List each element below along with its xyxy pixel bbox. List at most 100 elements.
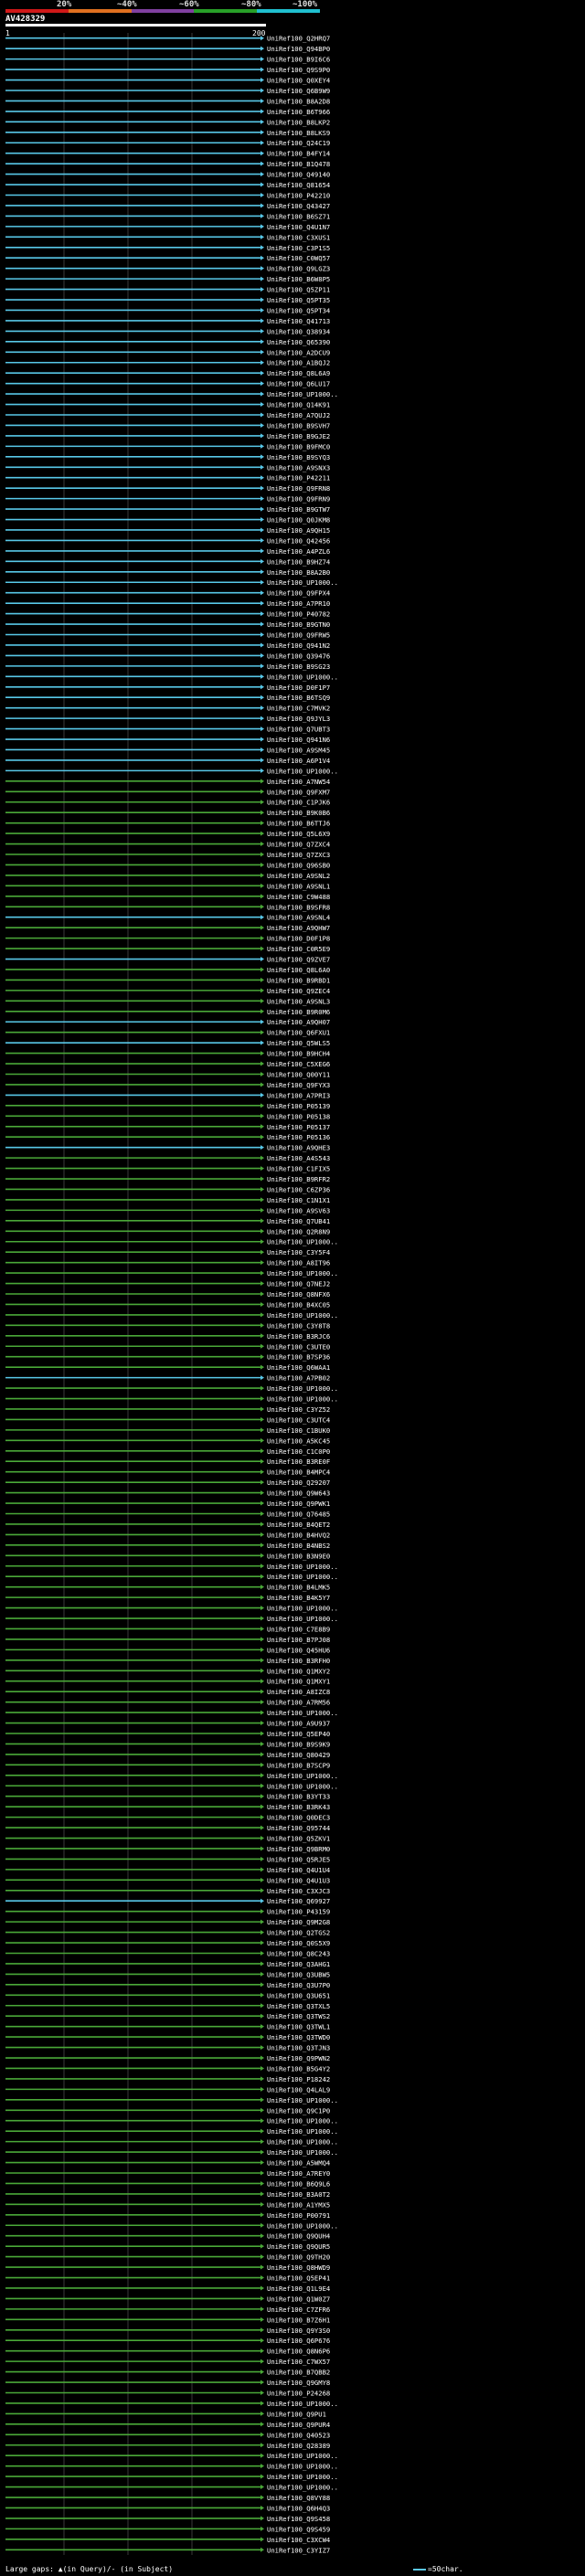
hit-row[interactable]: UniRef100_Q9PWN2 bbox=[5, 2054, 330, 2062]
hit-label[interactable]: UniRef100_Q2TGS2 bbox=[267, 1929, 330, 1937]
hit-row[interactable]: UniRef100_B9K0B6 bbox=[5, 809, 330, 817]
hit-row[interactable]: UniRef100_A2DCU9 bbox=[5, 348, 330, 356]
hit-row[interactable]: UniRef100_Q8L6A0 bbox=[5, 966, 330, 974]
hit-row[interactable]: UniRef100_P24268 bbox=[5, 2389, 330, 2397]
hit-row[interactable]: UniRef100_Q6FXU1 bbox=[5, 1029, 330, 1037]
hit-label[interactable]: UniRef100_A9SNX3 bbox=[267, 463, 330, 472]
hit-label[interactable]: UniRef100_C3P1S5 bbox=[267, 244, 330, 252]
hit-row[interactable]: UniRef100_B8A2B0 bbox=[5, 568, 330, 577]
hit-row[interactable]: UniRef100_C0R5E9 bbox=[5, 945, 330, 953]
hit-row[interactable]: UniRef100_Q8VY88 bbox=[5, 2494, 330, 2502]
hit-row[interactable]: UniRef100_Q14K91 bbox=[5, 401, 330, 409]
hit-label[interactable]: UniRef100_B9R0M6 bbox=[267, 1008, 330, 1016]
hit-row[interactable]: UniRef100_C7WX57 bbox=[5, 2358, 330, 2366]
hit-row[interactable]: UniRef100_Q8N6P6 bbox=[5, 2348, 330, 2356]
hit-row[interactable]: UniRef100_Q5ZP11 bbox=[5, 286, 330, 294]
hit-row[interactable]: UniRef100_B9SG23 bbox=[5, 663, 330, 671]
hit-label[interactable]: UniRef100_Q941N2 bbox=[267, 641, 330, 650]
hit-row[interactable]: UniRef100_P05139 bbox=[5, 1102, 330, 1110]
hit-label[interactable]: UniRef100_Q9FPX4 bbox=[267, 589, 330, 598]
hit-row[interactable]: UniRef100_C3XJC3 bbox=[5, 1887, 330, 1895]
hit-row[interactable]: UniRef100_P42210 bbox=[5, 192, 330, 200]
hit-label[interactable]: UniRef100_Q1L9E4 bbox=[267, 2284, 330, 2293]
hit-row[interactable]: UniRef100_UP1000.. bbox=[5, 1573, 338, 1581]
hit-row[interactable]: UniRef100_Q6B9W9 bbox=[5, 87, 330, 95]
hit-label[interactable]: UniRef100_Q4U1N7 bbox=[267, 223, 330, 231]
hit-row[interactable]: UniRef100_B3RE0F bbox=[5, 1458, 330, 1466]
hit-label[interactable]: UniRef100_B9GTN0 bbox=[267, 620, 330, 629]
hit-label[interactable]: UniRef100_Q9LGZ3 bbox=[267, 265, 330, 273]
hit-label[interactable]: UniRef100_A9SNL3 bbox=[267, 997, 330, 1005]
hit-label[interactable]: UniRef100_Q9FXM7 bbox=[267, 788, 330, 796]
hit-row[interactable]: UniRef100_UP1000.. bbox=[5, 2473, 338, 2481]
hit-label[interactable]: UniRef100_B4FY14 bbox=[267, 150, 330, 158]
hit-label[interactable]: UniRef100_B3RJC6 bbox=[267, 1332, 330, 1341]
hit-label[interactable]: UniRef100_B7SP36 bbox=[267, 1353, 330, 1362]
hit-row[interactable]: UniRef100_B8LKP2 bbox=[5, 118, 330, 126]
hit-label[interactable]: UniRef100_C7E8B9 bbox=[267, 1625, 330, 1633]
hit-row[interactable]: UniRef100_Q9BRM0 bbox=[5, 1845, 330, 1853]
hit-label[interactable]: UniRef100_C0R5E9 bbox=[267, 945, 330, 953]
hit-label[interactable]: UniRef100_Q0JKM8 bbox=[267, 516, 330, 525]
hit-row[interactable]: UniRef100_Q5PT34 bbox=[5, 306, 330, 314]
hit-label[interactable]: UniRef100_A5KC45 bbox=[267, 1436, 330, 1445]
hit-row[interactable]: UniRef100_B9SYQ3 bbox=[5, 453, 330, 461]
hit-label[interactable]: UniRef100_UP1000.. bbox=[267, 1605, 338, 1613]
hit-label[interactable]: UniRef100_UP1000.. bbox=[267, 1395, 338, 1404]
hit-label[interactable]: UniRef100_C1FIX5 bbox=[267, 1165, 330, 1173]
hit-label[interactable]: UniRef100_C9W488 bbox=[267, 893, 330, 901]
hit-row[interactable]: UniRef100_C1C0P0 bbox=[5, 1447, 330, 1456]
hit-row[interactable]: UniRef100_Q9FPX4 bbox=[5, 589, 330, 598]
hit-label[interactable]: UniRef100_B8A2D8 bbox=[267, 97, 330, 105]
hit-label[interactable]: UniRef100_B9HCH4 bbox=[267, 1050, 330, 1058]
hit-label[interactable]: UniRef100_Q5PT34 bbox=[267, 306, 330, 314]
hit-label[interactable]: UniRef100_C3YZ52 bbox=[267, 1405, 330, 1414]
hit-label[interactable]: UniRef100_Q7UBT3 bbox=[267, 726, 330, 734]
hit-row[interactable]: UniRef100_B4NBS2 bbox=[5, 1542, 330, 1550]
hit-label[interactable]: UniRef100_Q5L6X9 bbox=[267, 830, 330, 838]
hit-label[interactable]: UniRef100_A7RM56 bbox=[267, 1699, 330, 1707]
hit-label[interactable]: UniRef100_B4MPC4 bbox=[267, 1468, 330, 1477]
hit-row[interactable]: UniRef100_UP1000.. bbox=[5, 2096, 338, 2104]
hit-row[interactable]: UniRef100_Q9TH20 bbox=[5, 2253, 330, 2262]
hit-row[interactable]: UniRef100_UP1000.. bbox=[5, 2452, 338, 2460]
hit-row[interactable]: UniRef100_P05138 bbox=[5, 1112, 330, 1120]
hit-label[interactable]: UniRef100_Q9FRN8 bbox=[267, 484, 330, 493]
hit-row[interactable]: UniRef100_Q8HWD9 bbox=[5, 2263, 330, 2272]
hit-label[interactable]: UniRef100_C3XUS1 bbox=[267, 233, 330, 241]
hit-row[interactable]: UniRef100_UP1000.. bbox=[5, 2117, 338, 2125]
hit-label[interactable]: UniRef100_Q76485 bbox=[267, 1510, 330, 1518]
hit-row[interactable]: UniRef100_Q9LGZ3 bbox=[5, 265, 330, 273]
hit-label[interactable]: UniRef100_A8IZC8 bbox=[267, 1688, 330, 1696]
hit-label[interactable]: UniRef100_Q7ZXC3 bbox=[267, 851, 330, 859]
hit-row[interactable]: UniRef100_Q39476 bbox=[5, 652, 330, 660]
hit-label[interactable]: UniRef100_C3UTE0 bbox=[267, 1342, 330, 1351]
hit-label[interactable]: UniRef100_UP1000.. bbox=[267, 2484, 338, 2492]
hit-row[interactable]: UniRef100_Q6H4Q3 bbox=[5, 2504, 330, 2512]
hit-label[interactable]: UniRef100_Q9ZVE7 bbox=[267, 956, 330, 964]
hit-row[interactable]: UniRef100_UP1000.. bbox=[5, 2221, 338, 2230]
hit-label[interactable]: UniRef100_Q4U1U4 bbox=[267, 1866, 330, 1874]
hit-label[interactable]: UniRef100_B8LKS9 bbox=[267, 129, 330, 137]
hit-row[interactable]: UniRef100_Q3TWD0 bbox=[5, 2033, 330, 2041]
hit-label[interactable]: UniRef100_A7REY0 bbox=[267, 2169, 330, 2178]
hit-label[interactable]: UniRef100_C1BUK0 bbox=[267, 1426, 330, 1435]
hit-label[interactable]: UniRef100_A7NW54 bbox=[267, 778, 330, 786]
hit-row[interactable]: UniRef100_Q9ZEC4 bbox=[5, 987, 330, 995]
hit-label[interactable]: UniRef100_B3YT33 bbox=[267, 1793, 330, 1801]
hit-row[interactable]: UniRef100_C3YIZ7 bbox=[5, 2546, 330, 2554]
hit-label[interactable]: UniRef100_Q6H4Q3 bbox=[267, 2504, 330, 2512]
hit-label[interactable]: UniRef100_Q24C19 bbox=[267, 139, 330, 147]
hit-row[interactable]: UniRef100_Q4LAL9 bbox=[5, 2085, 330, 2094]
hit-label[interactable]: UniRef100_D0F1P8 bbox=[267, 935, 330, 943]
hit-label[interactable]: UniRef100_Q9PWN2 bbox=[267, 2054, 330, 2062]
hit-row[interactable]: UniRef100_UP1000.. bbox=[5, 1615, 338, 1623]
hit-label[interactable]: UniRef100_Q3TWD0 bbox=[267, 2033, 330, 2041]
hit-label[interactable]: UniRef100_Q5ZKV1 bbox=[267, 1835, 330, 1843]
hit-label[interactable]: UniRef100_C1PJK6 bbox=[267, 799, 330, 807]
hit-row[interactable]: UniRef100_B9I6C6 bbox=[5, 56, 330, 64]
hit-label[interactable]: UniRef100_B9FMC0 bbox=[267, 442, 330, 451]
hit-row[interactable]: UniRef100_Q9FRW5 bbox=[5, 631, 330, 640]
hit-row[interactable]: UniRef100_D0F1P8 bbox=[5, 935, 330, 943]
hit-row[interactable]: UniRef100_Q2R8N9 bbox=[5, 1227, 330, 1235]
